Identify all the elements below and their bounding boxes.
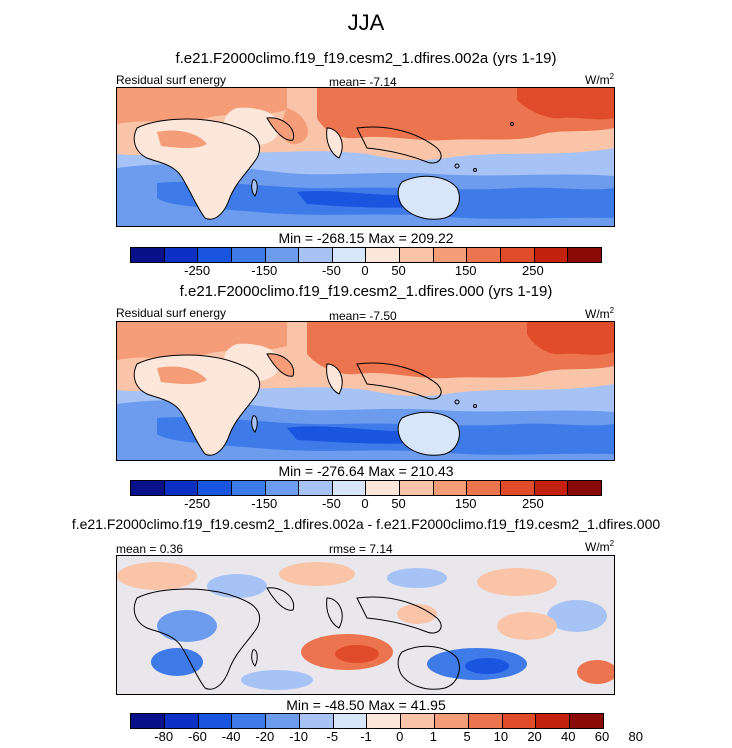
colorbar-tick-label: 60: [594, 729, 610, 744]
colorbar-tick-label: -150: [251, 263, 278, 278]
colorbar-swatch: [231, 481, 266, 495]
figure-title: JJA: [347, 10, 385, 35]
colorbar-tick-label: 0: [396, 729, 404, 744]
colorbar-swatch: [400, 481, 434, 495]
colorbar-swatch: [299, 248, 333, 262]
colorbar-swatch: [501, 248, 535, 262]
colorbar-tick-label: -20: [255, 729, 275, 744]
colorbar-tick-label: -50: [322, 263, 341, 278]
colorbar-tick-label: -60: [188, 729, 207, 744]
panel-3-minmax: Min = -48.50 Max = 41.95: [286, 697, 446, 713]
colorbar-tick-label: 20: [527, 729, 542, 744]
colorbar-tick-label: -250: [184, 496, 211, 511]
colorbar-swatch: [367, 714, 402, 728]
panel-3-units: W/m2: [585, 539, 615, 554]
colorbar-swatch: [198, 481, 232, 495]
colorbar-swatch: [568, 248, 601, 262]
colorbar-swatch: [435, 714, 469, 728]
colorbar-swatch: [502, 714, 537, 728]
colorbar-tick-label: 5: [463, 729, 471, 744]
colorbar-tick-label: 50: [391, 263, 406, 278]
panel-1-field-label: Residual surf energy: [116, 73, 227, 87]
colorbar-swatch: [131, 714, 165, 728]
colorbar-tick-label: 50: [391, 496, 406, 511]
colorbar-swatch: [164, 714, 199, 728]
colorbar-swatch: [265, 248, 300, 262]
colorbar-swatch: [468, 714, 503, 728]
colorbar-swatch: [366, 481, 401, 495]
colorbar-swatch: [568, 481, 601, 495]
colorbar-swatch: [534, 481, 569, 495]
colorbar-tick-label: 150: [454, 496, 477, 511]
colorbar-swatch: [232, 714, 267, 728]
panel-1-map: [116, 87, 615, 227]
colorbar-tick-label: 250: [521, 263, 544, 278]
colorbar-swatch: [164, 481, 199, 495]
colorbar-swatch: [265, 481, 300, 495]
colorbar-swatch: [131, 248, 165, 262]
colorbar-swatch: [433, 481, 468, 495]
panel-3-title: f.e21.F2000climo.f19_f19.cesm2_1.dfires.…: [71, 516, 661, 532]
colorbar-swatch: [534, 248, 569, 262]
colorbar-swatch: [501, 481, 535, 495]
colorbar-swatch: [299, 714, 334, 728]
panel-3-rmse: rmse = 7.14: [329, 542, 393, 556]
panel-1-colorbar: [130, 247, 602, 263]
colorbar-tick-label: -150: [251, 496, 278, 511]
colorbar-tick-label: -1: [360, 729, 372, 744]
colorbar-swatch: [467, 481, 502, 495]
panel-2-minmax: Min = -276.64 Max = 210.43: [278, 463, 454, 479]
colorbar-swatch: [332, 248, 367, 262]
colorbar-tick-label: 10: [493, 729, 509, 744]
colorbar-tick-label: 1: [429, 729, 438, 744]
colorbar-swatch: [299, 481, 333, 495]
panel-2-units: W/m2: [585, 306, 615, 321]
colorbar-swatch: [164, 248, 199, 262]
colorbar-swatch: [266, 714, 300, 728]
panel-3-map: [116, 555, 615, 695]
colorbar-swatch: [198, 248, 232, 262]
colorbar-tick-label: -10: [289, 729, 308, 744]
colorbar-tick-label: 0: [361, 263, 369, 278]
colorbar-tick-label: 80: [628, 729, 643, 744]
colorbar-swatch: [332, 481, 367, 495]
colorbar-tick-label: 0: [361, 496, 369, 511]
colorbar-tick-label: -80: [154, 729, 174, 744]
panel-1-mean: mean= -7.14: [329, 75, 397, 89]
colorbar-tick-label: 40: [561, 729, 576, 744]
colorbar-swatch: [366, 248, 401, 262]
colorbar-tick-label: -50: [322, 496, 341, 511]
colorbar-swatch: [231, 248, 266, 262]
colorbar-swatch: [536, 714, 571, 728]
colorbar-tick-label: -5: [326, 729, 339, 744]
panel-2-title: f.e21.F2000climo.f19_f19.cesm2_1.dfires.…: [179, 283, 553, 300]
panel-2-colorbar: [130, 480, 602, 496]
colorbar-swatch: [401, 714, 436, 728]
panel-3-mean: mean = 0.36: [116, 542, 184, 556]
colorbar-swatch: [433, 248, 468, 262]
colorbar-swatch: [198, 714, 233, 728]
colorbar-swatch: [131, 481, 165, 495]
panel-3-colorbar: [130, 713, 604, 729]
colorbar-swatch: [467, 248, 502, 262]
colorbar-tick-label: 250: [521, 496, 544, 511]
colorbar-swatch: [333, 714, 368, 728]
colorbar-swatch: [400, 248, 434, 262]
colorbar-swatch: [570, 714, 603, 728]
panel-2-field-label: Residual surf energy: [116, 306, 227, 320]
panel-1-units: W/m2: [585, 72, 615, 87]
panel-2-mean: mean= -7.50: [329, 309, 397, 323]
colorbar-tick-label: -250: [184, 263, 211, 278]
panel-1-title: f.e21.F2000climo.f19_f19.cesm2_1.dfires.…: [175, 50, 557, 67]
colorbar-tick-label: -40: [221, 729, 241, 744]
colorbar-tick-label: 150: [454, 263, 477, 278]
panel-2-map: [116, 321, 615, 461]
panel-1-minmax: Min = -268.15 Max = 209.22: [278, 230, 454, 246]
